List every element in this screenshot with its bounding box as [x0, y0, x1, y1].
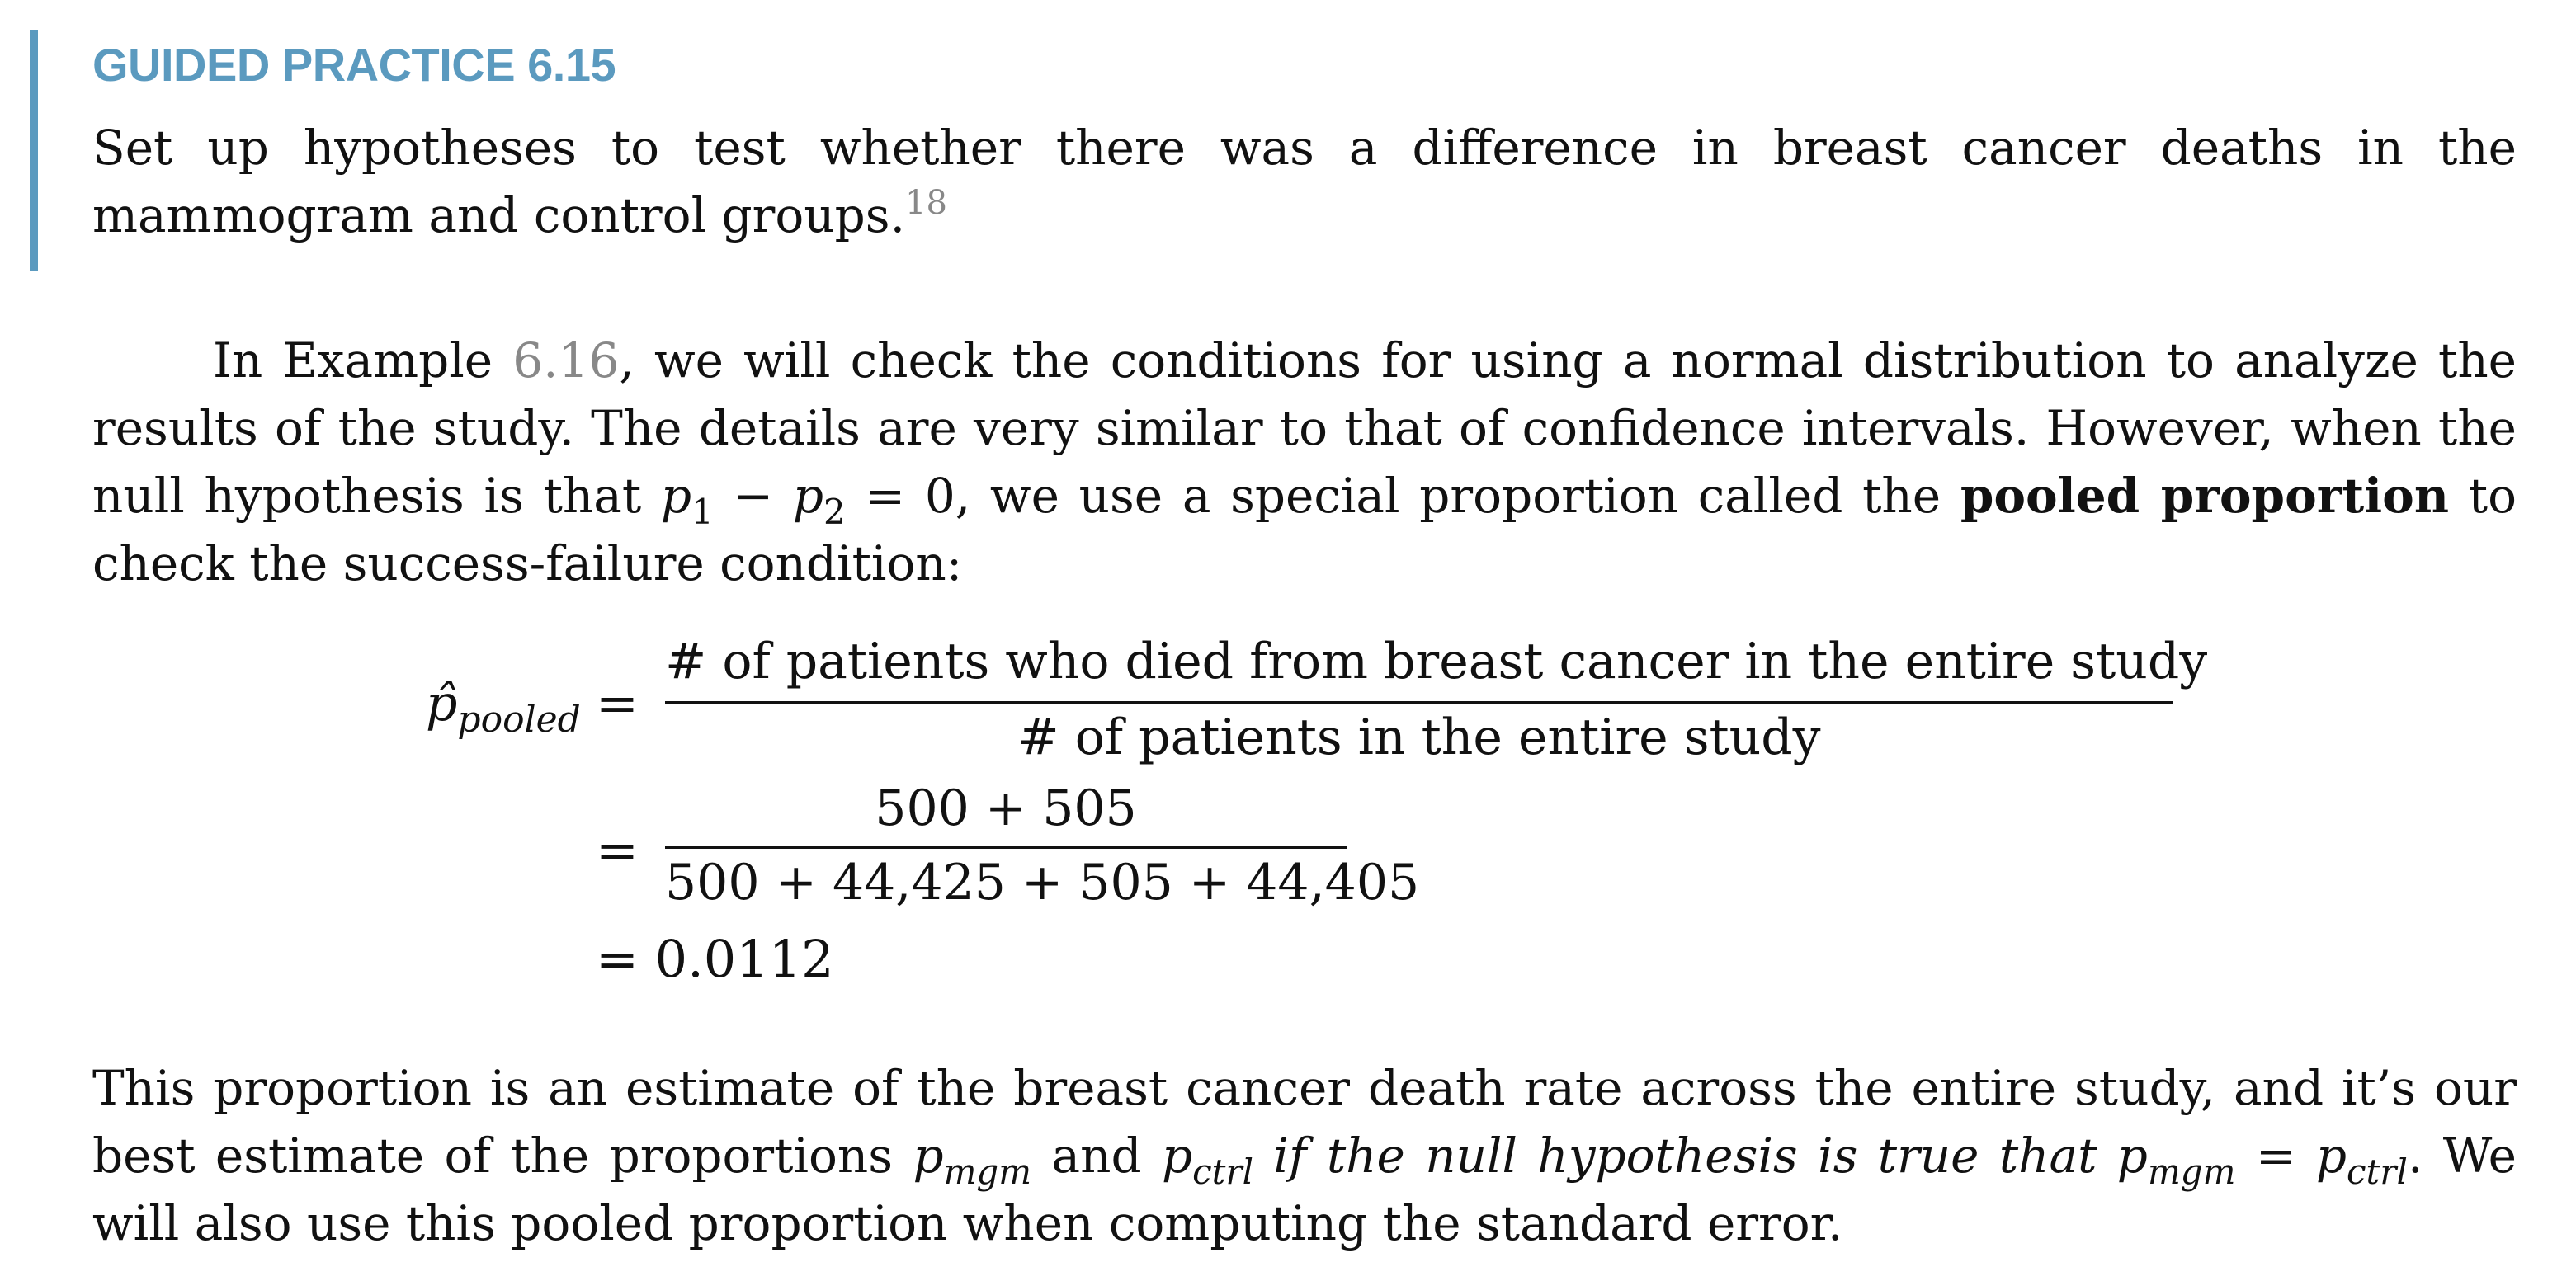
math-p2-symbol: p — [792, 468, 824, 524]
math-p-mgm: pmgm — [913, 1128, 1031, 1189]
equals-sign-1: = — [596, 673, 639, 733]
math-p1-symbol: p — [660, 468, 692, 524]
paragraph2-period: . — [2407, 1128, 2423, 1184]
guided-practice-text: Set up hypotheses to test whether there … — [92, 114, 2517, 249]
paragraph1-text-c: , we use a special proportion called the — [955, 468, 1960, 524]
example-ref-link[interactable]: 6.16 — [512, 332, 620, 389]
math-p2: p2 — [792, 468, 846, 530]
math-minus: − — [713, 468, 793, 524]
equation-result: = 0.0112 — [596, 929, 834, 989]
math-p-ctrl: pctrl — [1161, 1128, 1253, 1189]
paragraph2-italic-clause: if the null hypothesis is true that — [1253, 1128, 2117, 1184]
paragraph-pooled-intro: In Example 6.16, we will check the condi… — [92, 327, 2517, 597]
fraction2-denominator: 500 + 44,425 + 505 + 44,405 — [665, 854, 1420, 911]
fraction1-denominator: # of patients in the entire study — [1017, 709, 1821, 766]
fraction1-numerator: # of patients who died from breast cance… — [665, 633, 2208, 690]
guided-practice-title: GUIDED PRACTICE 6.15 — [92, 39, 616, 91]
math-p-ctrl-2-subscript: ctrl — [2347, 1152, 2408, 1192]
math-p-ctrl-subscript: ctrl — [1192, 1152, 1254, 1192]
guided-practice-accent-bar — [30, 30, 38, 271]
paragraph2-equals: = — [2235, 1128, 2316, 1184]
equals-sign-2: = — [596, 820, 639, 880]
bold-term-pooled-proportion: pooled proportion — [1960, 468, 2450, 524]
guided-practice-body: Set up hypotheses to test whether there … — [92, 120, 2517, 243]
p-hat-symbol: p̂ — [426, 675, 458, 732]
math-p1-subscript: 1 — [691, 492, 714, 532]
math-p-mgm-2: pmgm — [2116, 1128, 2236, 1189]
equation-lhs: p̂pooled — [426, 675, 581, 738]
paragraph2-and: and — [1031, 1128, 1162, 1184]
math-p-mgm-symbol: p — [913, 1128, 944, 1184]
math-p-mgm-2-subscript: mgm — [2147, 1152, 2236, 1192]
math-p-mgm-2-symbol: p — [2116, 1128, 2148, 1184]
math-eq-zero: = 0 — [845, 468, 955, 524]
paragraph2-text-b: We will also use this pooled proportion … — [92, 1128, 2517, 1251]
p-hat-subscript: pooled — [457, 699, 581, 741]
paragraph2-text-a: This proportion is an estimate of the br… — [92, 1060, 2517, 1184]
footnote-ref[interactable]: 18 — [905, 184, 947, 222]
fraction2-numerator: 500 + 505 — [875, 780, 1137, 837]
paragraph-pooled-explanation: This proportion is an estimate of the br… — [92, 1054, 2517, 1257]
fraction2-bar — [665, 846, 1347, 849]
paragraph1-text-d: to check the success-failure condition: — [92, 468, 2517, 591]
math-p-ctrl-symbol: p — [1161, 1128, 1193, 1184]
math-p-ctrl-2-symbol: p — [2315, 1128, 2347, 1184]
math-p-mgm-subscript: mgm — [943, 1152, 1032, 1192]
paragraph1-text-b: , we will check the conditions for using… — [92, 332, 2517, 524]
paragraph1-text-a: In Example — [213, 332, 513, 389]
fraction1-bar — [665, 701, 2173, 704]
math-p1: p1 — [660, 468, 714, 530]
math-p-ctrl-2: pctrl — [2315, 1128, 2408, 1189]
math-p2-subscript: 2 — [823, 492, 846, 532]
